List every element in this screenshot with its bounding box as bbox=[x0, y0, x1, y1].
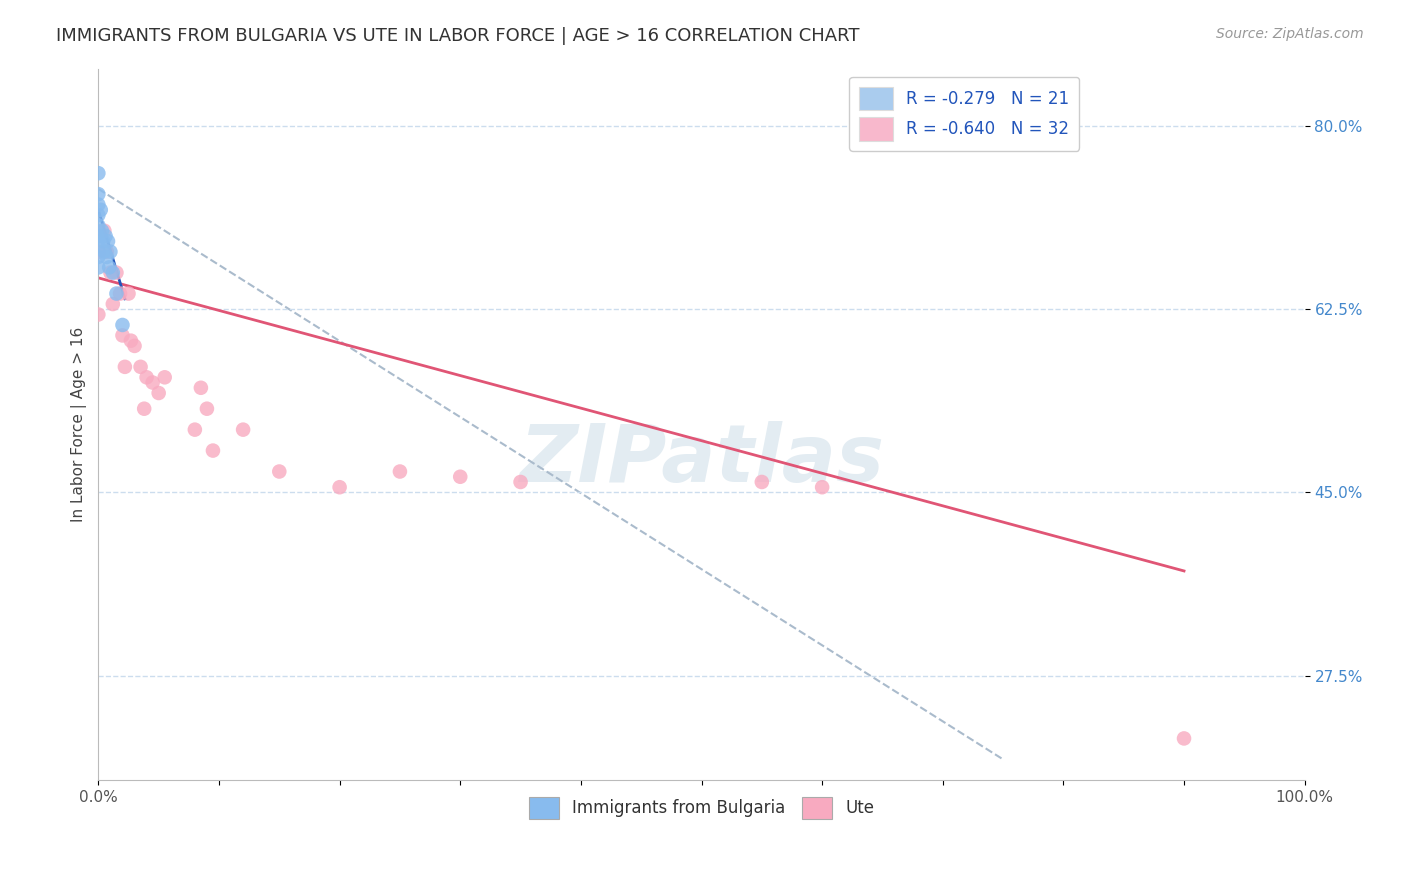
Point bbox=[269, 465, 291, 479]
Point bbox=[129, 359, 152, 374]
Point bbox=[509, 475, 531, 489]
Text: Source: ZipAtlas.com: Source: ZipAtlas.com bbox=[1216, 27, 1364, 41]
Point bbox=[87, 219, 110, 233]
Point bbox=[96, 250, 118, 264]
Point bbox=[87, 260, 110, 275]
Point bbox=[87, 308, 110, 322]
Point bbox=[96, 244, 118, 259]
Point bbox=[97, 234, 120, 248]
Point bbox=[190, 381, 212, 395]
Point bbox=[87, 197, 110, 211]
Point bbox=[87, 166, 110, 180]
Point bbox=[87, 229, 110, 244]
Point bbox=[105, 266, 128, 280]
Point bbox=[142, 376, 165, 390]
Point bbox=[101, 266, 124, 280]
Point bbox=[87, 187, 110, 202]
Point bbox=[811, 480, 834, 494]
Point bbox=[201, 443, 224, 458]
Point bbox=[98, 260, 121, 275]
Point bbox=[91, 234, 114, 248]
Point bbox=[87, 250, 110, 264]
Point bbox=[87, 208, 110, 222]
Point bbox=[184, 423, 207, 437]
Point bbox=[111, 328, 134, 343]
Point bbox=[90, 202, 112, 217]
Point bbox=[388, 465, 411, 479]
Point bbox=[195, 401, 218, 416]
Point bbox=[114, 359, 136, 374]
Point bbox=[91, 224, 114, 238]
Point bbox=[87, 244, 110, 259]
Point bbox=[117, 286, 139, 301]
Point bbox=[105, 286, 128, 301]
Point bbox=[449, 469, 471, 483]
Y-axis label: In Labor Force | Age > 16: In Labor Force | Age > 16 bbox=[72, 326, 87, 522]
Point bbox=[100, 266, 122, 280]
Point bbox=[87, 239, 110, 253]
Point bbox=[232, 423, 254, 437]
Point bbox=[101, 297, 124, 311]
Text: IMMIGRANTS FROM BULGARIA VS UTE IN LABOR FORCE | AGE > 16 CORRELATION CHART: IMMIGRANTS FROM BULGARIA VS UTE IN LABOR… bbox=[56, 27, 859, 45]
Point bbox=[148, 386, 170, 401]
Point bbox=[93, 224, 115, 238]
Point bbox=[134, 401, 156, 416]
Point bbox=[93, 244, 115, 259]
Point bbox=[100, 244, 122, 259]
Point bbox=[108, 286, 131, 301]
Point bbox=[94, 229, 117, 244]
Point bbox=[111, 318, 134, 332]
Point bbox=[124, 339, 146, 353]
Point bbox=[329, 480, 352, 494]
Point bbox=[1173, 731, 1195, 746]
Point bbox=[120, 334, 142, 348]
Point bbox=[135, 370, 157, 384]
Text: ZIPatlas: ZIPatlas bbox=[519, 421, 884, 499]
Point bbox=[153, 370, 176, 384]
Point bbox=[751, 475, 773, 489]
Legend: Immigrants from Bulgaria, Ute: Immigrants from Bulgaria, Ute bbox=[522, 790, 882, 825]
